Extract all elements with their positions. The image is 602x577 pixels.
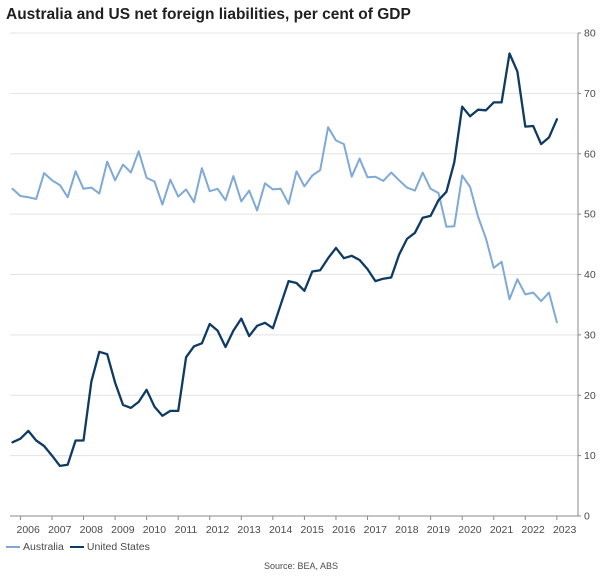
x-tick-label-2006: 2006 [17, 524, 41, 536]
x-tick-label-2010: 2010 [143, 524, 167, 536]
legend: Australia United States [6, 541, 156, 553]
x-tick-label-2014: 2014 [269, 524, 293, 536]
legend-label-united-states: United States [86, 541, 150, 553]
y-tick-label-80: 80 [584, 28, 596, 40]
legend-swatch-australia [6, 546, 20, 548]
x-tick-label-2008: 2008 [80, 524, 104, 536]
series-lines [11, 52, 559, 468]
y-tick-label-70: 70 [584, 88, 596, 100]
x-tick-label-2013: 2013 [237, 524, 261, 536]
x-tick-label-2020: 2020 [458, 524, 482, 536]
x-axis-ticks: 2006 2007 2008 2009 2010 2011 2012 2013 2014 2015… [17, 524, 577, 536]
y-tick-label-10: 10 [584, 450, 596, 462]
y-axis-ticks: 0 10 20 30 40 50 60 70 80 [584, 28, 596, 523]
legend-label-australia: Australia [23, 541, 64, 553]
x-tick-label-2012: 2012 [206, 524, 230, 536]
x-tick-label-2018: 2018 [395, 524, 419, 536]
x-tick-label-2023: 2023 [553, 524, 577, 536]
y-tick-label-50: 50 [584, 209, 596, 221]
x-tick-label-2016: 2016 [332, 524, 356, 536]
x-tick-label-2017: 2017 [364, 524, 388, 536]
legend-item-united-states: United States [69, 541, 150, 553]
gridlines [10, 32, 578, 457]
source-note: Source: BEA, ABS [263, 561, 339, 571]
y-tick-label-60: 60 [584, 148, 596, 160]
y-tick-label-0: 0 [584, 511, 590, 523]
x-tick-label-2009: 2009 [111, 524, 135, 536]
series-line-united-states [11, 52, 559, 468]
x-tick-label-2021: 2021 [490, 524, 514, 536]
chart-title: Australia and US net foreign liabilities… [6, 6, 411, 23]
x-tick-label-2011: 2011 [175, 524, 198, 536]
x-tick-label-2022: 2022 [521, 524, 545, 536]
x-tick-label-2007: 2007 [48, 524, 72, 536]
series-line-australia [11, 126, 558, 324]
y-tick-label-30: 30 [584, 329, 596, 341]
axes [10, 32, 581, 520]
y-tick-label-40: 40 [584, 269, 596, 281]
x-tick-label-2019: 2019 [427, 524, 451, 536]
legend-item-australia: Australia [6, 541, 64, 553]
legend-swatch-united-states [69, 546, 84, 548]
x-tick-label-2015: 2015 [301, 524, 325, 536]
y-tick-label-20: 20 [584, 390, 596, 402]
